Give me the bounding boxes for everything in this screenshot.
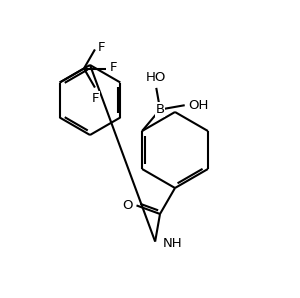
Text: OH: OH xyxy=(189,99,209,112)
Text: F: F xyxy=(110,61,117,74)
Text: NH: NH xyxy=(163,237,183,250)
Text: F: F xyxy=(92,91,100,105)
Text: O: O xyxy=(122,199,133,212)
Text: B: B xyxy=(155,103,165,116)
Text: F: F xyxy=(98,41,105,54)
Text: HO: HO xyxy=(146,71,166,84)
